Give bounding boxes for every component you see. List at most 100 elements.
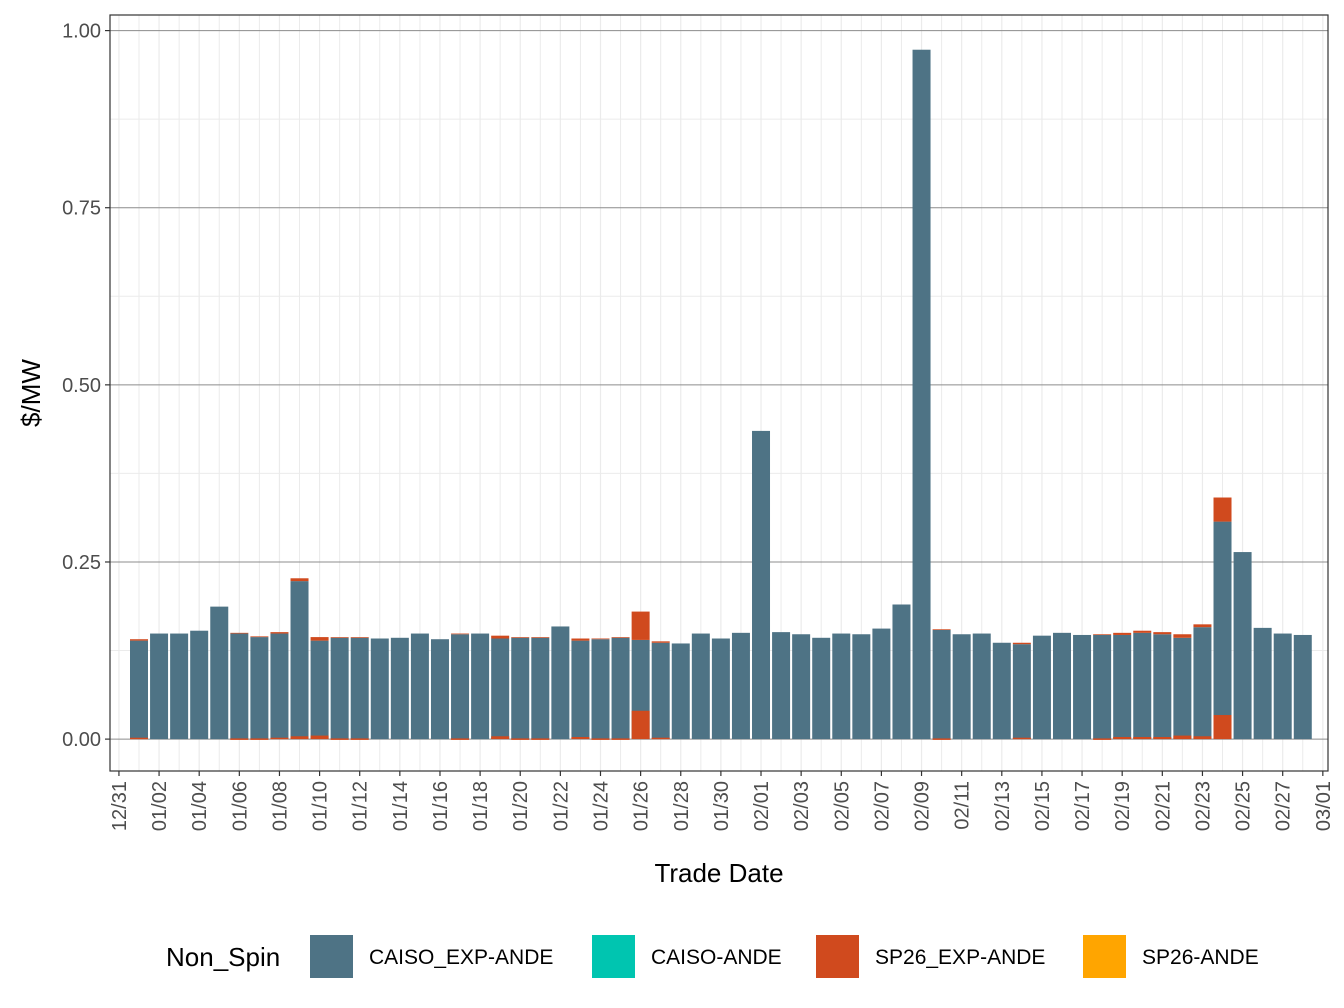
x-tick-label: 02/19 <box>1112 781 1134 831</box>
bar-sp26-exp-ande-overlay <box>1012 737 1031 740</box>
bar-sp26-exp-ande <box>270 632 289 634</box>
x-tick-label: 01/16 <box>430 781 452 831</box>
bar-caiso-exp-ande <box>832 633 851 740</box>
bar-sp26-exp-ande <box>290 578 309 582</box>
x-tick-label: 01/22 <box>550 781 572 831</box>
x-tick-label: 12/31 <box>109 781 131 831</box>
x-tick-label: 01/14 <box>390 781 412 831</box>
bar-caiso-exp-ande <box>1052 632 1071 740</box>
bar-caiso-exp-ande <box>671 643 690 740</box>
bar-sp26-exp-ande-overlay <box>250 738 269 740</box>
bar-sp26-exp-ande-overlay <box>330 738 349 740</box>
x-tick-label: 01/10 <box>310 781 332 831</box>
bar-sp26-exp-ande-overlay <box>1113 736 1132 740</box>
legend-label: CAISO_EXP-ANDE <box>369 946 553 969</box>
x-tick-label: 02/27 <box>1273 781 1295 831</box>
bar-caiso-exp-ande <box>1032 635 1051 740</box>
bar-sp26-exp-ande <box>932 629 951 631</box>
y-axis: 0.00 0.25 0.50 0.75 1.00 <box>62 21 110 751</box>
legend-swatch-sp26-ande <box>1083 935 1126 978</box>
bar-caiso-exp-ande <box>872 628 891 740</box>
bar-sp26-exp-ande-overlay <box>571 736 590 740</box>
bar-caiso-exp-ande <box>912 49 931 740</box>
legend-label: SP26-ANDE <box>1142 946 1259 969</box>
bar-caiso-exp-ande <box>1133 632 1152 740</box>
bar-sp26-exp-ande-overlay <box>631 710 650 740</box>
bar-caiso-exp-ande <box>952 634 971 740</box>
bar-caiso-exp-ande <box>150 633 169 740</box>
panel-border <box>109 14 1329 772</box>
bar-caiso-exp-ande <box>410 633 429 740</box>
bar-caiso-exp-ande <box>812 637 831 740</box>
bar-sp26-exp-ande <box>330 637 349 638</box>
bar-sp26-exp-ande-overlay <box>310 735 329 740</box>
x-tick-label: 02/25 <box>1233 781 1255 831</box>
bar-caiso-exp-ande <box>471 633 490 740</box>
bar-caiso-exp-ande <box>170 633 189 740</box>
x-tick-label: 01/24 <box>590 781 612 831</box>
bar-sp26-exp-ande <box>1173 634 1192 638</box>
bar-sp26-exp-ande-overlay <box>290 736 309 740</box>
bar-sp26-exp-ande-overlay <box>591 738 610 740</box>
x-tick-label: 01/04 <box>189 781 211 831</box>
bar-caiso-exp-ande <box>210 606 229 740</box>
x-tick-label: 01/20 <box>510 781 532 831</box>
legend-title: Non_Spin <box>166 942 280 972</box>
bar-caiso-exp-ande <box>571 640 590 740</box>
bar-sp26-exp-ande <box>310 637 329 641</box>
bar-caiso-exp-ande <box>1153 634 1172 740</box>
bar-caiso-exp-ande <box>1293 634 1312 740</box>
x-tick-label: 01/18 <box>470 781 492 831</box>
bar-caiso-exp-ande <box>250 637 269 740</box>
legend-swatch-caiso-ande <box>592 935 635 978</box>
bar-caiso-exp-ande <box>792 634 811 740</box>
x-tick-label: 02/03 <box>791 781 813 831</box>
x-tick-label: 02/11 <box>952 781 974 830</box>
bar-caiso-exp-ande <box>1233 552 1252 740</box>
bar-caiso-exp-ande <box>310 640 329 740</box>
bar-caiso-exp-ande <box>731 632 750 740</box>
bar-sp26-exp-ande <box>591 638 610 640</box>
bar-sp26-exp-ande <box>1113 632 1132 635</box>
bar-sp26-exp-ande-overlay <box>1173 735 1192 740</box>
bar-sp26-exp-ande <box>651 641 670 643</box>
x-tick-label: 02/21 <box>1152 781 1174 831</box>
bar-caiso-exp-ande <box>330 637 349 740</box>
bar-sp26-exp-ande <box>1213 497 1232 522</box>
bar-sp26-exp-ande-overlay <box>1093 738 1112 740</box>
bar-sp26-exp-ande-overlay <box>1193 736 1212 740</box>
bar-caiso-exp-ande <box>1253 627 1272 740</box>
legend-label: SP26_EXP-ANDE <box>875 946 1045 969</box>
x-tick-label: 01/08 <box>269 781 291 831</box>
bar-caiso-exp-ande <box>892 604 911 740</box>
bar-caiso-exp-ande <box>511 637 530 740</box>
bar-caiso-exp-ande <box>531 637 550 740</box>
y-tick-label: 0.00 <box>62 729 101 751</box>
x-tick-label: 02/01 <box>751 781 773 831</box>
bar-caiso-exp-ande <box>350 637 369 740</box>
x-tick-label: 02/05 <box>831 781 853 831</box>
bar-caiso-exp-ande <box>651 642 670 740</box>
legend-swatch-sp26-exp-ande <box>816 935 859 978</box>
bar-caiso-exp-ande <box>772 632 791 740</box>
bars-layer <box>130 49 1312 740</box>
y-axis-title: $/MW <box>16 359 46 427</box>
bar-sp26-exp-ande <box>611 637 630 638</box>
bar-caiso-exp-ande <box>491 638 510 740</box>
bar-caiso-exp-ande <box>711 638 730 740</box>
bar-sp26-exp-ande-overlay <box>651 737 670 740</box>
bar-caiso-exp-ande <box>1213 521 1232 740</box>
bar-caiso-exp-ande <box>1173 637 1192 740</box>
bar-sp26-exp-ande-overlay <box>350 738 369 740</box>
bar-sp26-exp-ande-overlay <box>130 737 148 740</box>
legend: Non_Spin CAISO_EXP-ANDE CAISO-ANDE SP26_EX… <box>166 935 1259 978</box>
bar-caiso-exp-ande <box>852 634 871 740</box>
bar-caiso-exp-ande <box>1073 634 1092 740</box>
bar-sp26-exp-ande-overlay <box>451 738 470 740</box>
bar-caiso-exp-ande <box>390 637 409 740</box>
x-tick-label: 01/28 <box>671 781 693 831</box>
x-tick-label: 01/12 <box>350 781 372 831</box>
bar-sp26-exp-ande-overlay <box>230 738 249 740</box>
bar-sp26-exp-ande <box>1133 630 1152 633</box>
